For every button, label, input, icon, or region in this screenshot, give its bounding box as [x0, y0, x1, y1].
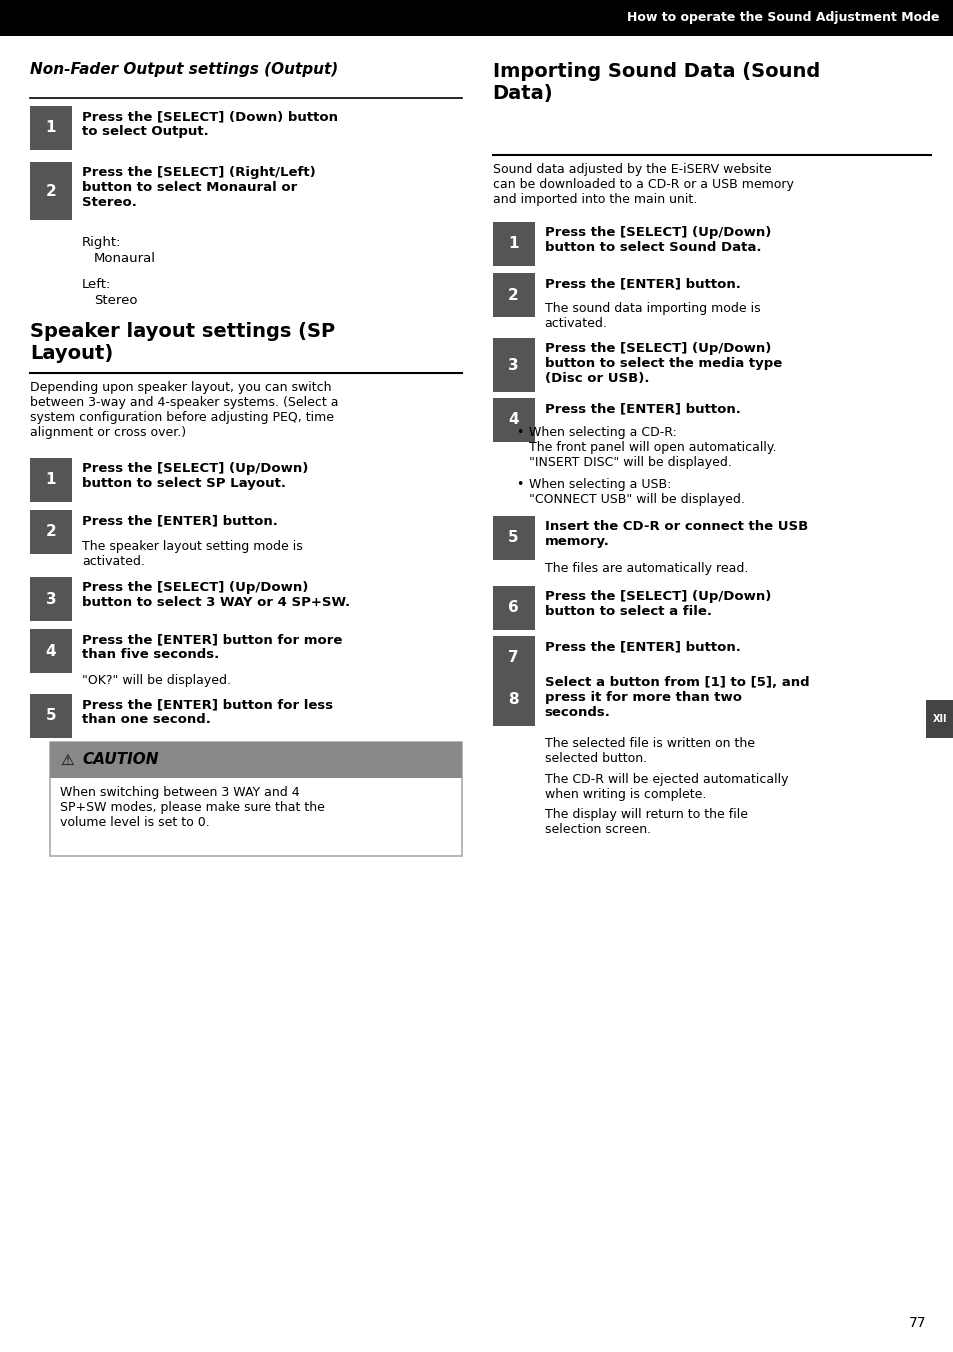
FancyBboxPatch shape: [30, 577, 72, 621]
FancyBboxPatch shape: [50, 742, 462, 777]
FancyBboxPatch shape: [492, 516, 534, 560]
Text: How to operate the Sound Adjustment Mode: How to operate the Sound Adjustment Mode: [627, 12, 939, 24]
Text: 2: 2: [508, 288, 518, 303]
Text: Stereo: Stereo: [94, 293, 137, 307]
FancyBboxPatch shape: [30, 694, 72, 738]
Text: XII: XII: [932, 714, 946, 725]
FancyBboxPatch shape: [492, 273, 534, 316]
Text: The CD-R will be ejected automatically
when writing is complete.: The CD-R will be ejected automatically w…: [544, 773, 787, 800]
Text: 2: 2: [46, 525, 56, 539]
Text: 1: 1: [508, 237, 518, 251]
FancyBboxPatch shape: [492, 585, 534, 630]
FancyBboxPatch shape: [30, 105, 72, 150]
Text: "OK?" will be displayed.: "OK?" will be displayed.: [82, 675, 231, 687]
FancyBboxPatch shape: [492, 635, 534, 680]
Text: When selecting a CD-R:
The front panel will open automatically.
"INSERT DISC" wi: When selecting a CD-R: The front panel w…: [528, 426, 775, 469]
Text: •: •: [516, 426, 523, 439]
Text: Importing Sound Data (Sound
Data): Importing Sound Data (Sound Data): [492, 62, 819, 103]
Text: 5: 5: [46, 708, 56, 723]
Text: Monaural: Monaural: [94, 251, 156, 265]
Text: The files are automatically read.: The files are automatically read.: [544, 562, 747, 575]
FancyBboxPatch shape: [30, 162, 72, 220]
Text: Sound data adjusted by the E-iSERV website
can be downloaded to a CD-R or a USB : Sound data adjusted by the E-iSERV websi…: [492, 164, 793, 206]
Text: Press the [SELECT] (Up/Down)
button to select 3 WAY or 4 SP+SW.: Press the [SELECT] (Up/Down) button to s…: [82, 581, 350, 608]
FancyBboxPatch shape: [30, 510, 72, 554]
Text: Press the [SELECT] (Right/Left)
button to select Monaural or
Stereo.: Press the [SELECT] (Right/Left) button t…: [82, 166, 315, 210]
Text: 1: 1: [46, 120, 56, 135]
Text: Non-Fader Output settings (Output): Non-Fader Output settings (Output): [30, 62, 338, 77]
Text: The display will return to the file
selection screen.: The display will return to the file sele…: [544, 808, 747, 836]
Text: 77: 77: [907, 1315, 925, 1330]
Text: Left:: Left:: [82, 279, 112, 291]
Text: 4: 4: [46, 644, 56, 658]
Text: The sound data importing mode is
activated.: The sound data importing mode is activat…: [544, 301, 760, 330]
FancyBboxPatch shape: [0, 0, 953, 37]
Text: 3: 3: [508, 357, 518, 373]
Text: Press the [ENTER] button.: Press the [ENTER] button.: [544, 402, 740, 415]
FancyBboxPatch shape: [492, 222, 534, 266]
Text: CAUTION: CAUTION: [82, 753, 158, 768]
Text: Press the [SELECT] (Down) button
to select Output.: Press the [SELECT] (Down) button to sele…: [82, 110, 337, 138]
Text: Press the [SELECT] (Up/Down)
button to select Sound Data.: Press the [SELECT] (Up/Down) button to s…: [544, 226, 770, 254]
Text: 1: 1: [46, 472, 56, 488]
Text: When switching between 3 WAY and 4
SP+SW modes, please make sure that the
volume: When switching between 3 WAY and 4 SP+SW…: [60, 786, 325, 829]
Text: 7: 7: [508, 650, 518, 665]
FancyBboxPatch shape: [492, 338, 534, 392]
FancyBboxPatch shape: [925, 700, 953, 738]
Text: Speaker layout settings (SP
Layout): Speaker layout settings (SP Layout): [30, 322, 335, 362]
Text: 6: 6: [508, 600, 518, 615]
Text: When selecting a USB:
"CONNECT USB" will be displayed.: When selecting a USB: "CONNECT USB" will…: [528, 479, 743, 506]
Text: Press the [SELECT] (Up/Down)
button to select SP Layout.: Press the [SELECT] (Up/Down) button to s…: [82, 462, 308, 489]
FancyBboxPatch shape: [492, 397, 534, 442]
Text: ⚠: ⚠: [60, 753, 73, 768]
Text: 5: 5: [508, 530, 518, 545]
Text: The selected file is written on the
selected button.: The selected file is written on the sele…: [544, 737, 754, 765]
Text: Press the [SELECT] (Up/Down)
button to select the media type
(Disc or USB).: Press the [SELECT] (Up/Down) button to s…: [544, 342, 781, 385]
Text: 4: 4: [508, 412, 518, 427]
Text: The speaker layout setting mode is
activated.: The speaker layout setting mode is activ…: [82, 539, 302, 568]
Text: Press the [ENTER] button.: Press the [ENTER] button.: [544, 639, 740, 653]
FancyBboxPatch shape: [30, 458, 72, 502]
Text: Press the [ENTER] button for more
than five seconds.: Press the [ENTER] button for more than f…: [82, 633, 342, 661]
Text: Right:: Right:: [82, 237, 121, 249]
Text: Press the [SELECT] (Up/Down)
button to select a file.: Press the [SELECT] (Up/Down) button to s…: [544, 589, 770, 618]
Text: Press the [ENTER] button for less
than one second.: Press the [ENTER] button for less than o…: [82, 698, 333, 726]
FancyBboxPatch shape: [30, 629, 72, 673]
Text: Press the [ENTER] button.: Press the [ENTER] button.: [82, 514, 277, 527]
Text: 8: 8: [508, 691, 518, 707]
Text: 3: 3: [46, 592, 56, 607]
Text: Press the [ENTER] button.: Press the [ENTER] button.: [544, 277, 740, 289]
Text: Select a button from [1] to [5], and
press it for more than two
seconds.: Select a button from [1] to [5], and pre…: [544, 676, 808, 719]
FancyBboxPatch shape: [492, 672, 534, 726]
Text: 2: 2: [46, 184, 56, 199]
Text: •: •: [516, 479, 523, 491]
Text: Insert the CD-R or connect the USB
memory.: Insert the CD-R or connect the USB memor…: [544, 521, 807, 548]
Text: Depending upon speaker layout, you can switch
between 3-way and 4-speaker system: Depending upon speaker layout, you can s…: [30, 381, 338, 439]
